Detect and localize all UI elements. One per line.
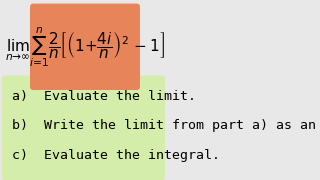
Text: $\lim_{n\to\infty} \sum_{i=1}^{n} \dfrac{2}{n}\left[\left(1+\dfrac{4i}{n}\right): $\lim_{n\to\infty} \sum_{i=1}^{n} \dfrac… (5, 25, 165, 69)
Text: c)  Evaluate the integral.: c) Evaluate the integral. (12, 148, 220, 161)
FancyBboxPatch shape (2, 76, 165, 180)
Text: b)  Write the limit from part a) as an integral.: b) Write the limit from part a) as an in… (12, 119, 320, 132)
Text: a)  Evaluate the limit.: a) Evaluate the limit. (12, 90, 196, 103)
FancyBboxPatch shape (30, 4, 140, 90)
